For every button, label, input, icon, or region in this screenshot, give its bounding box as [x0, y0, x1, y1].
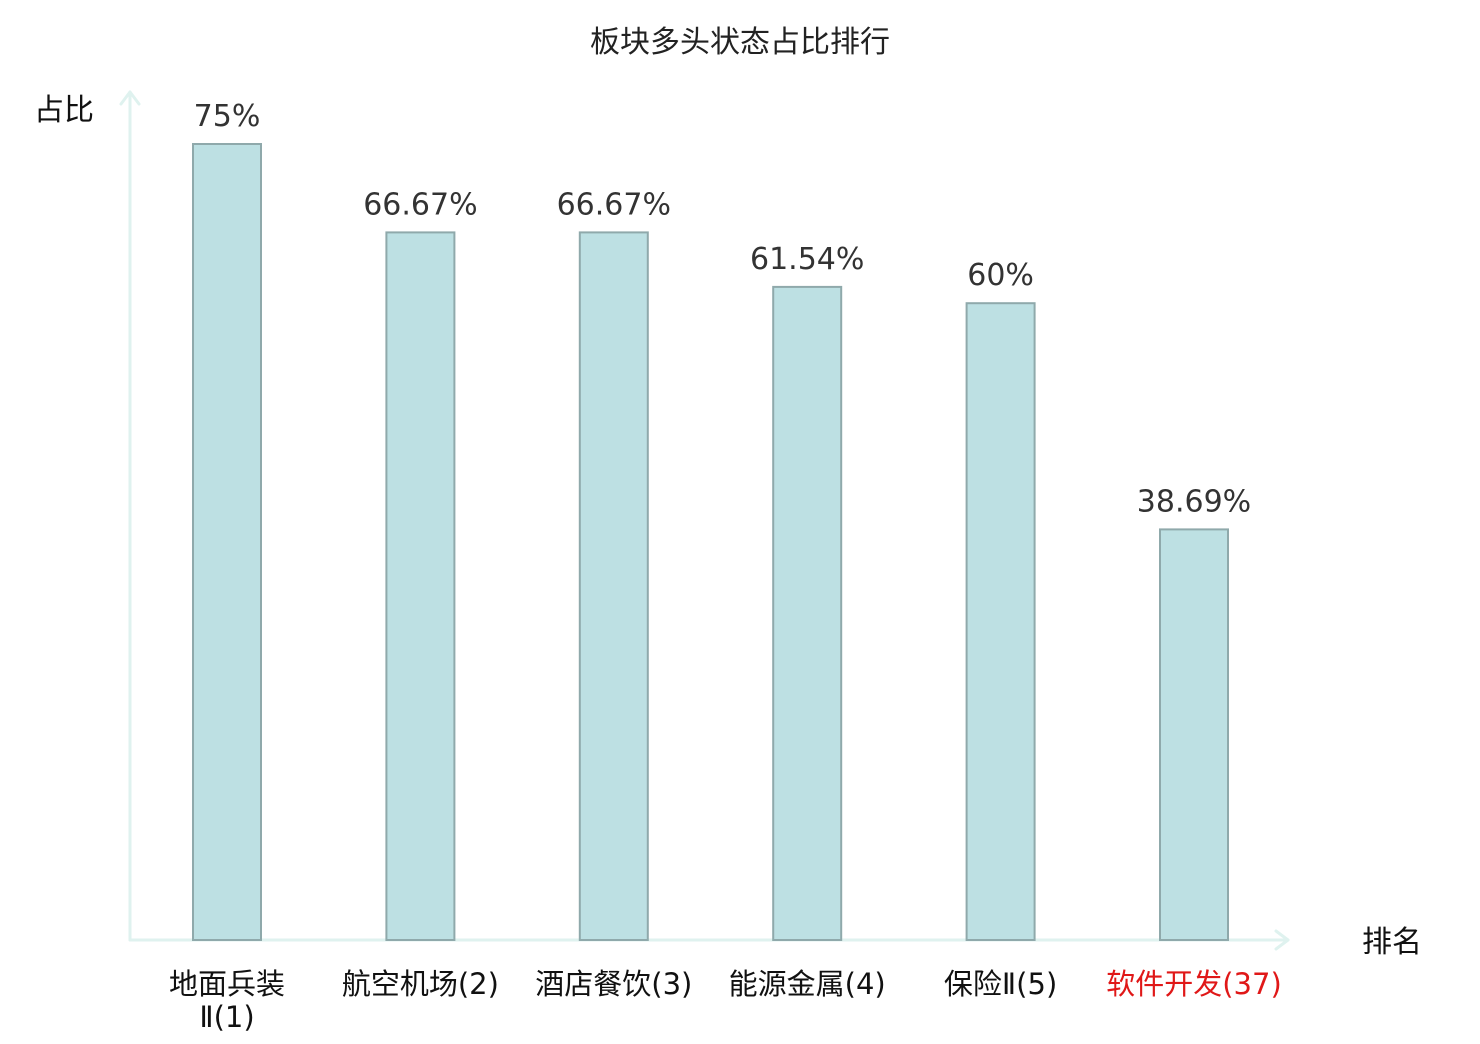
- x-tick-label: 酒店餐饮(3): [535, 967, 692, 1001]
- value-labels-group: 75% 66.67% 66.67% 61.54% 60% 38.69%: [194, 99, 1252, 519]
- bar-value-label: 66.67%: [363, 187, 477, 222]
- bar-value-label: 66.67%: [557, 187, 671, 222]
- bar: [385, 231, 456, 941]
- bar: [965, 302, 1036, 941]
- chart-title: 板块多头状态占比排行: [590, 25, 890, 60]
- bars-group: [192, 143, 1229, 942]
- x-tick-label: 保险Ⅱ(5): [944, 967, 1057, 1001]
- x-tick-label: 航空机场(2): [342, 967, 499, 1001]
- axes: [119, 90, 1290, 951]
- x-tick-label: 地面兵装: [169, 967, 285, 1001]
- y-axis-arrow: [119, 90, 141, 106]
- x-tick-label: 软件开发(37): [1106, 967, 1282, 1001]
- bar: [578, 231, 649, 941]
- x-tick-label: Ⅱ(1): [199, 1000, 254, 1034]
- bar: [192, 143, 262, 941]
- bar-value-label: 38.69%: [1137, 484, 1251, 519]
- x-axis-label: 排名: [1362, 925, 1422, 960]
- x-axis-arrow: [1274, 929, 1290, 951]
- bar-value-label: 60%: [967, 258, 1034, 293]
- bar: [772, 285, 843, 941]
- y-axis-label: 占比: [34, 93, 94, 128]
- bar: [1159, 528, 1229, 942]
- x-tick-label: 能源金属(4): [729, 967, 886, 1001]
- bar-value-label: 75%: [194, 99, 261, 134]
- bar-value-label: 61.54%: [750, 242, 864, 277]
